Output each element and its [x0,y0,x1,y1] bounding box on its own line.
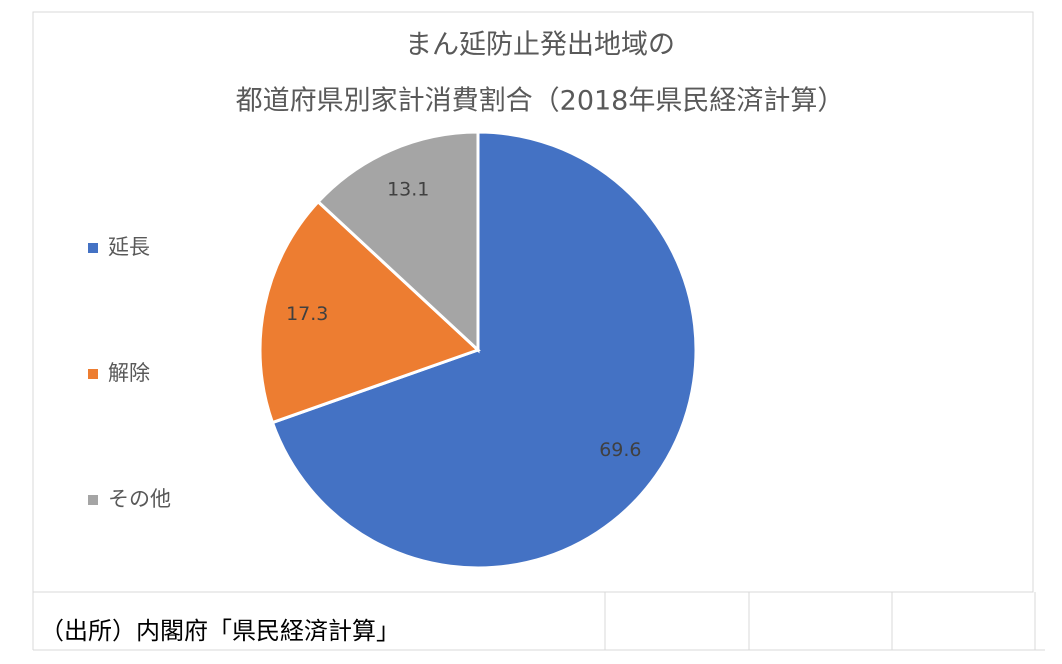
legend-swatch [88,243,98,253]
data-label: 13.1 [387,179,429,201]
sheet-grid [32,592,1045,651]
legend-label: その他 [108,487,171,511]
legend-label: 解除 [108,361,150,385]
pie-slice [270,130,698,570]
legend-swatch [88,495,98,505]
data-label: 17.3 [286,303,328,325]
legend-label: 延長 [108,235,150,259]
chart-title: 都道府県別家計消費割合（2018年県民経済計算） [236,86,845,117]
pie-slice [258,199,481,425]
chart-title: まん延防止発出地域の [405,30,675,61]
source-note: （出所）内閣府「県民経済計算」 [40,617,400,645]
pie-slice [316,130,480,354]
data-label: 69.6 [599,439,641,461]
legend-swatch [88,369,98,379]
